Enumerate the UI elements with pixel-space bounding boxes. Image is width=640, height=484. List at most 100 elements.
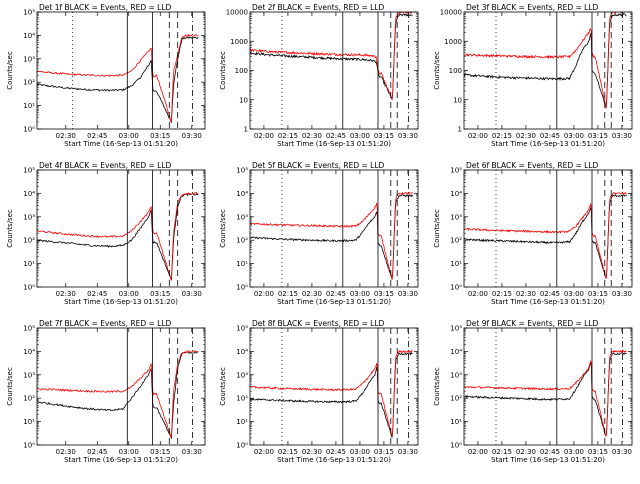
y-axis-label: Counts/sec	[219, 367, 227, 406]
y-tick-label: 10³	[450, 371, 462, 379]
x-tick-label: 02:45	[87, 448, 107, 456]
y-tick-label: 10¹	[450, 418, 462, 426]
y-tick-label: 10²	[23, 237, 35, 245]
y-tick-label: 10⁴	[23, 32, 35, 40]
y-axis-label: Counts/sec	[6, 51, 14, 90]
y-tick-label: 10¹	[23, 418, 35, 426]
chart-title: Det 2f BLACK = Events, RED = LLD	[252, 3, 385, 12]
x-tick-label: 02:00	[254, 290, 274, 298]
series-events-line	[250, 194, 413, 280]
series-lld-line	[464, 349, 627, 437]
x-tick-label: 02:15	[492, 290, 512, 298]
x-tick-label: 03:00	[564, 448, 584, 456]
x-tick-label: 02:00	[254, 448, 274, 456]
series-events-line	[250, 351, 413, 438]
chart-title: Det 8f BLACK = Events, RED = LLD	[252, 319, 385, 328]
series-lld-line	[37, 349, 199, 438]
plot-frame	[36, 169, 206, 288]
chart-panel-6: Det 6f BLACK = Events, RED = LLD 10⁰ 10¹ 10…	[433, 161, 633, 306]
series-events-line	[37, 351, 199, 440]
chart-panel-2: Det 2f BLACK = Events, RED = LLD 1 10 100 10…	[219, 3, 419, 148]
y-tick-label: 10⁵	[23, 325, 35, 333]
plot-frame	[36, 327, 206, 446]
x-tick-label: 02:30	[56, 448, 76, 456]
x-tick-label: 02:15	[278, 132, 298, 140]
x-tick-label: 03:15	[588, 132, 608, 140]
x-tick-label: 02:30	[516, 132, 536, 140]
x-tick-label: 03:15	[150, 448, 170, 456]
x-tick-label: 03:30	[398, 290, 418, 298]
y-axis-label: Counts/sec	[433, 209, 441, 248]
plot-frame	[36, 11, 206, 130]
chart-panel-8: Det 8f BLACK = Events, RED = LLD 10⁰ 10¹ 10…	[219, 319, 419, 464]
y-tick-label: 10⁴	[450, 190, 462, 198]
y-tick-label: 10⁰	[23, 284, 35, 292]
y-tick-label: 10²	[236, 237, 248, 245]
x-tick-label: 03:30	[182, 132, 202, 140]
series-lld-line	[464, 12, 627, 109]
x-tick-label: 02:30	[516, 290, 536, 298]
x-axis-label: Start Time (16-Sep-13 01:51:20)	[64, 456, 178, 464]
series-lld-line	[464, 191, 627, 280]
series-lld-line	[250, 12, 413, 100]
x-tick-label: 02:45	[540, 290, 560, 298]
y-tick-label: 10⁴	[236, 348, 248, 356]
y-tick-label: 10⁰	[450, 442, 462, 450]
x-axis-label: Start Time (16-Sep-13 01:51:20)	[491, 456, 605, 464]
x-tick-label: 02:30	[302, 290, 322, 298]
x-axis-label: Start Time (16-Sep-13 01:51:20)	[277, 456, 391, 464]
y-tick-label: 10⁴	[23, 190, 35, 198]
x-tick-label: 02:45	[540, 132, 560, 140]
x-tick-label: 02:45	[87, 132, 107, 140]
x-tick-label: 02:45	[87, 290, 107, 298]
series-events-line	[464, 352, 627, 437]
y-tick-label: 10⁵	[236, 325, 248, 333]
y-tick-label: 10³	[450, 213, 462, 221]
y-tick-label: 10	[453, 96, 462, 104]
series-events-line	[37, 36, 199, 123]
chart-panel-1: Det 1f BLACK = Events, RED = LLD 10⁰ 10¹ 10…	[6, 3, 206, 148]
series-lld-line	[250, 191, 413, 280]
x-tick-label: 03:15	[150, 132, 170, 140]
x-tick-label: 03:15	[150, 290, 170, 298]
x-tick-label: 03:30	[612, 448, 632, 456]
y-tick-label: 10⁰	[236, 284, 248, 292]
x-tick-label: 03:00	[119, 290, 139, 298]
y-tick-label: 100	[449, 67, 462, 75]
x-tick-label: 03:00	[119, 448, 139, 456]
y-tick-label: 10⁰	[23, 442, 35, 450]
y-tick-label: 10⁴	[236, 190, 248, 198]
x-tick-label: 03:00	[350, 448, 370, 456]
chart-title: Det 6f BLACK = Events, RED = LLD	[466, 161, 599, 170]
x-tick-label: 03:00	[564, 132, 584, 140]
plot-frame	[249, 169, 419, 288]
x-axis-label: Start Time (16-Sep-13 01:51:20)	[277, 140, 391, 148]
y-tick-label: 10	[239, 96, 248, 104]
chart-title: Det 5f BLACK = Events, RED = LLD	[252, 161, 385, 170]
y-tick-label: 10¹	[450, 260, 462, 268]
x-tick-label: 02:00	[254, 132, 274, 140]
x-axis-label: Start Time (16-Sep-13 01:51:20)	[277, 298, 391, 306]
x-tick-label: 03:30	[182, 290, 202, 298]
series-lld-line	[250, 349, 413, 437]
series-lld-line	[37, 34, 199, 123]
y-tick-label: 10⁴	[450, 348, 462, 356]
y-tick-label: 10²	[236, 395, 248, 403]
y-tick-label: 10¹	[23, 260, 35, 268]
y-axis-label: Counts/sec	[219, 209, 227, 248]
x-tick-label: 02:15	[278, 290, 298, 298]
x-tick-label: 03:15	[374, 290, 394, 298]
chart-title: Det 4f BLACK = Events, RED = LLD	[39, 161, 172, 170]
chart-title: Det 3f BLACK = Events, RED = LLD	[466, 3, 599, 12]
y-axis-label: Counts/sec	[433, 367, 441, 406]
series-events-line	[464, 12, 627, 109]
x-tick-label: 03:30	[612, 290, 632, 298]
x-tick-label: 02:15	[278, 448, 298, 456]
x-axis-label: Start Time (16-Sep-13 01:51:20)	[64, 298, 178, 306]
y-tick-label: 10⁵	[23, 167, 35, 175]
chart-panel-9: Det 9f BLACK = Events, RED = LLD 10⁰ 10¹ 10…	[433, 319, 633, 464]
series-events-line	[250, 13, 413, 100]
x-tick-label: 02:45	[540, 448, 560, 456]
